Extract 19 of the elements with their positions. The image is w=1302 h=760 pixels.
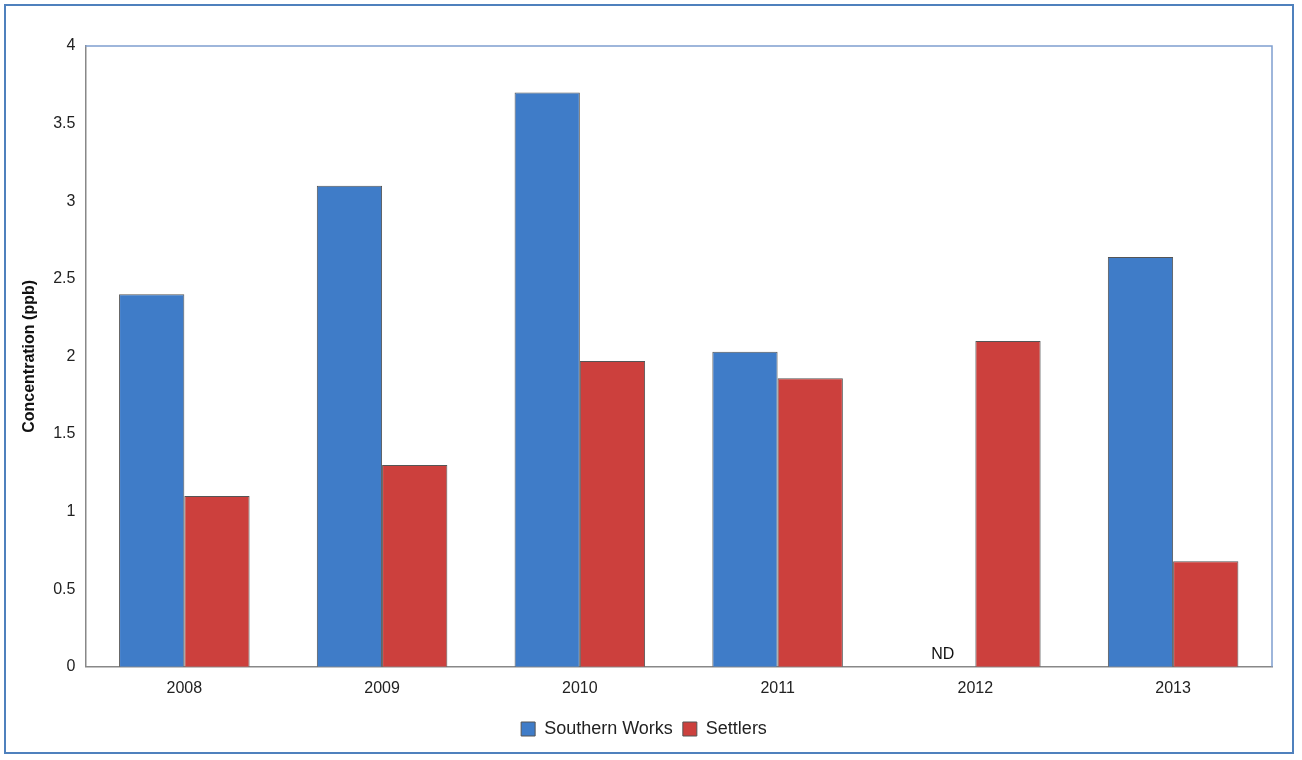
legend-label: Settlers (705, 717, 767, 738)
y-tick-label: 3 (66, 191, 76, 209)
y-tick-label: 0.5 (53, 579, 76, 597)
y-axis-title: Concentration (ppb) (20, 279, 38, 433)
y-tick-label: 2 (66, 346, 76, 364)
x-tick-label: 2013 (1155, 678, 1192, 696)
y-tick-label: 0 (66, 657, 76, 675)
x-tick-label: 2010 (562, 678, 598, 696)
legend-label: Southern Works (544, 717, 673, 738)
y-tick-label: 1 (66, 502, 76, 520)
y-tick-label: 1.5 (53, 424, 76, 442)
x-tick-label: 2009 (364, 678, 400, 696)
y-tick-label: 2.5 (53, 269, 76, 287)
annotation: ND (931, 645, 955, 663)
y-tick-label: 3.5 (53, 114, 76, 132)
x-tick-label: 2011 (760, 678, 795, 696)
y-tick-label: 4 (66, 36, 76, 54)
x-tick-label: 2008 (166, 678, 203, 696)
x-tick-label: 2012 (957, 678, 994, 696)
